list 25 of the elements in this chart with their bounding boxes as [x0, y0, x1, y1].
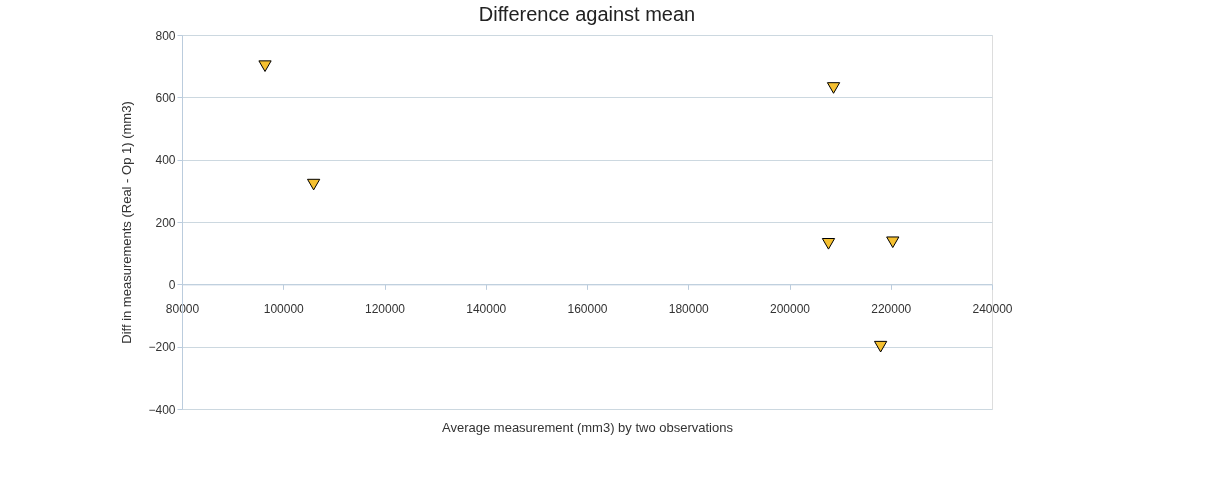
point — [258, 60, 272, 72]
y-tick-label: 600 — [155, 90, 176, 105]
y-tick-label: −200 — [148, 340, 176, 355]
y-axis-title: Diff in measurements (Real - Op 1) (mm3) — [119, 101, 135, 344]
x-tick-label: 160000 — [567, 301, 608, 316]
y-tick-label: 800 — [155, 28, 176, 43]
x-tick-label: 100000 — [263, 301, 305, 316]
x-tick-label: 180000 — [668, 301, 710, 316]
x-axis-title: Average measurement (mm3) by two observations — [442, 419, 734, 435]
point — [826, 82, 841, 94]
chart-title: Difference against mean — [478, 3, 696, 25]
x-tick-label: 120000 — [364, 301, 406, 316]
y-tick-label: 400 — [155, 153, 176, 168]
point — [874, 340, 888, 353]
x-tick-label: 200000 — [769, 301, 811, 316]
x-tick-label: 140000 — [466, 301, 507, 316]
point — [307, 178, 321, 191]
x-tick-label: 80000 — [165, 301, 200, 316]
x-tick-label: 240000 — [972, 301, 1013, 316]
point — [886, 236, 900, 249]
y-tick-label: 200 — [155, 215, 176, 230]
x-tick-label: 220000 — [871, 301, 912, 316]
y-tick-label: 0 — [168, 277, 176, 292]
point — [821, 238, 836, 250]
y-tick-label: −400 — [148, 402, 176, 417]
